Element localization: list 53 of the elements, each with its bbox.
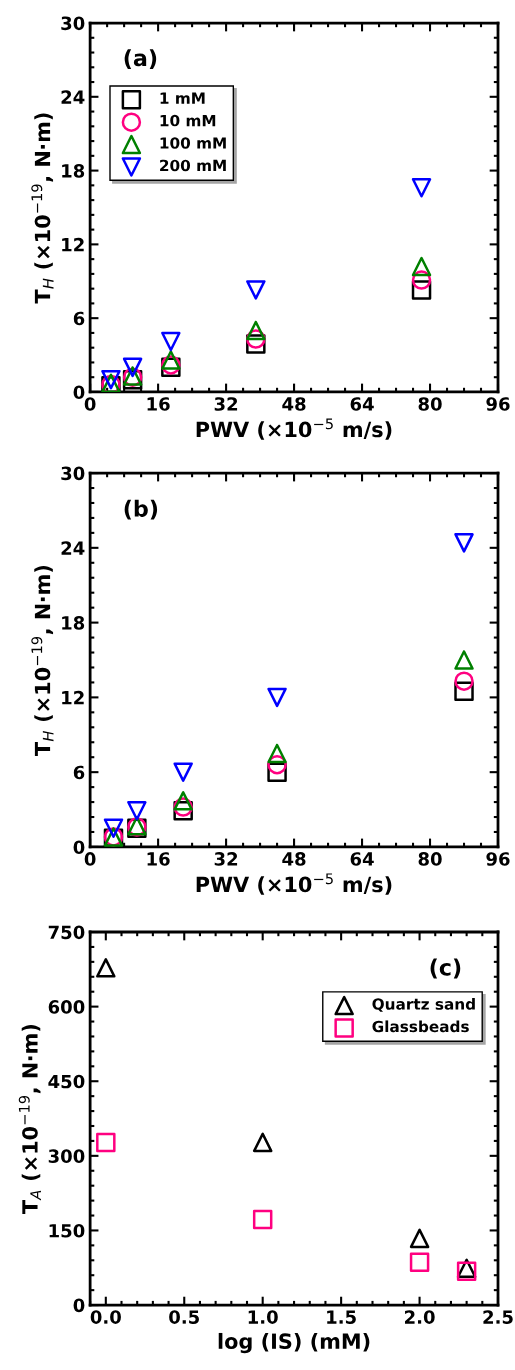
x-tick-label: 32 — [214, 852, 238, 866]
legend-label: Glassbeads — [372, 1020, 469, 1033]
x-tick-label: 64 — [350, 397, 374, 411]
x-tick-label: 48 — [282, 397, 306, 411]
x-tick-label: 2.0 — [405, 1310, 435, 1324]
y-tick-label: 6 — [73, 311, 85, 326]
x-tick-label: 32 — [214, 397, 238, 411]
y-tick-label: 24 — [61, 541, 85, 555]
x-tick-label: 1.0 — [248, 1310, 278, 1324]
x-tick-label: 16 — [147, 852, 170, 866]
x-tick-label: 16 — [147, 397, 170, 411]
y-tick-label: 300 — [48, 1149, 85, 1163]
y-tick-label: 150 — [49, 1223, 85, 1238]
annotation: (b) — [124, 499, 158, 520]
legend-label: 10 mM — [160, 114, 216, 127]
annotation: (c) — [430, 958, 461, 979]
y-tick-label: 0 — [73, 1298, 85, 1313]
y-axis-title: T$_{H}$ (×10$^{−19}$, N·m) — [31, 113, 54, 304]
x-tick-label: 0 — [84, 852, 96, 866]
x-tick-label: 0.0 — [90, 1310, 121, 1324]
y-tick-label: 750 — [48, 925, 85, 940]
x-tick-label: 48 — [282, 852, 306, 866]
x-tick-label: 2.5 — [483, 1310, 513, 1324]
x-tick-label: 80 — [418, 852, 442, 866]
y-tick-label: 24 — [61, 90, 85, 104]
x-tick-label: 0 — [84, 397, 96, 411]
legend-label: 200 mM — [160, 159, 226, 172]
annotation: (a) — [124, 49, 157, 69]
y-axis-title: T$_{A}$ (×10$^{−19}$, N·m) — [18, 1024, 41, 1214]
x-tick-label: 96 — [486, 397, 510, 411]
x-tick-label: 64 — [350, 852, 374, 866]
y-tick-label: 18 — [62, 164, 85, 178]
legend-label: 1 mM — [160, 92, 205, 104]
x-tick-label: 0.5 — [169, 1310, 199, 1324]
y-tick-label: 18 — [62, 616, 85, 630]
y-tick-label: 12 — [62, 690, 84, 705]
x-axis-title: PWV (×10$^{−5}$ m/s) — [196, 418, 392, 440]
y-tick-label: 600 — [48, 1000, 85, 1014]
y-axis-title: T$_{H}$ (×10$^{−19}$, N·m) — [31, 565, 54, 756]
legend-label: 100 mM — [160, 137, 226, 149]
y-tick-label: 30 — [61, 16, 85, 31]
x-tick-label: 96 — [486, 852, 510, 866]
y-tick-label: 30 — [61, 466, 85, 481]
legend-label: Quartz sand — [372, 997, 475, 1012]
x-tick-label: 80 — [418, 397, 442, 411]
x-tick-label: 1.5 — [327, 1310, 356, 1324]
y-tick-label: 0 — [73, 385, 85, 400]
x-axis-title: PWV (×10$^{−5}$ m/s) — [196, 873, 392, 895]
y-tick-label: 12 — [62, 237, 84, 252]
y-tick-label: 6 — [73, 765, 85, 780]
x-axis-title: log (IS) (mM) — [218, 1332, 370, 1354]
y-tick-label: 0 — [73, 840, 85, 855]
y-tick-label: 450 — [48, 1074, 85, 1089]
